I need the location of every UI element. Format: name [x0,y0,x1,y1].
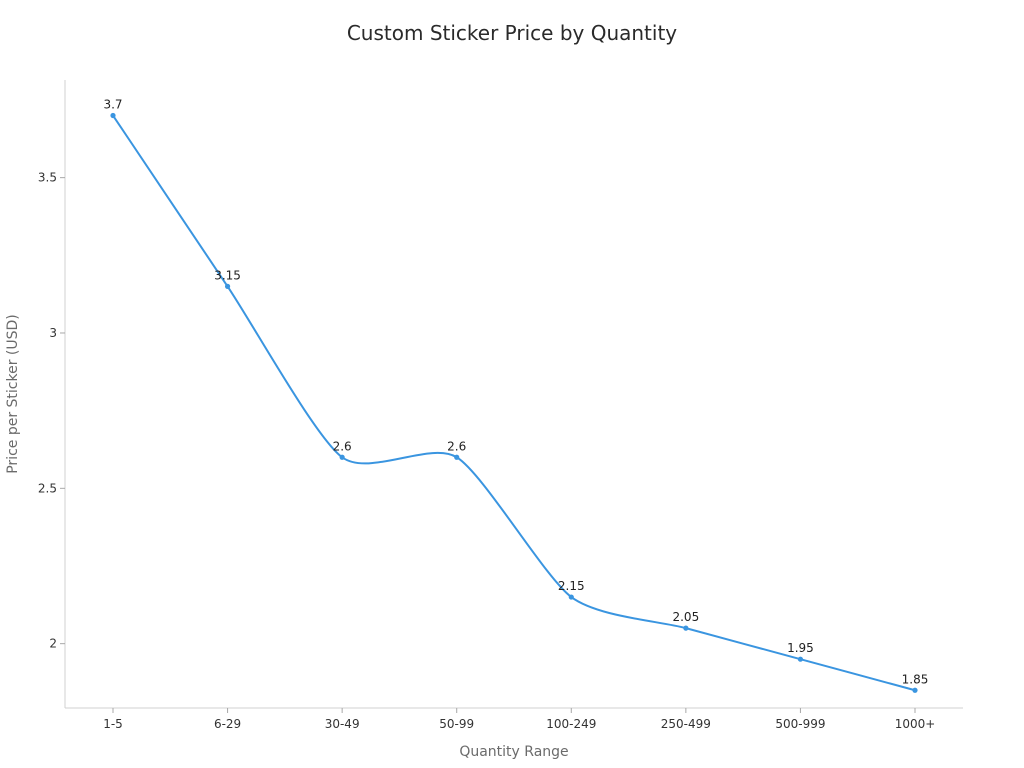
data-point [568,594,574,600]
y-tick-label: 3.5 [38,171,57,185]
x-tick-label: 1-5 [103,717,123,731]
data-label: 1.95 [787,641,814,655]
y-tick-label: 2.5 [38,481,57,495]
data-labels: 3.7 3.15 2.6 2.6 2.15 2.05 1.95 1.85 [103,98,928,687]
data-label: 2.05 [672,610,699,624]
data-point [110,112,116,119]
data-point [797,656,804,662]
data-point [683,625,689,631]
data-point [224,283,231,289]
data-point [339,454,345,460]
data-label: 2.15 [558,579,585,593]
x-tick-label: 250-499 [661,717,711,731]
x-tick-label: 1000+ [895,717,936,731]
y-axis-title: Price per Sticker (USD) [5,314,21,474]
data-label: 3.7 [103,98,122,112]
data-label: 2.6 [447,439,466,453]
chart-title: Custom Sticker Price by Quantity [347,21,677,45]
data-point [912,687,918,693]
data-label: 2.6 [333,439,352,453]
x-tick-label: 100-249 [546,717,596,731]
series-line [112,114,916,692]
x-axis-title: Quantity Range [459,744,568,760]
data-point [454,454,460,460]
y-tick-label: 2 [49,637,57,651]
x-axis-ticks: 1-5 6-29 30-49 50-99 100-249 250-499 500-999 10… [103,708,935,731]
data-label: 1.85 [902,672,929,686]
y-tick-label: 3 [49,326,57,340]
x-tick-label: 6-29 [214,717,241,731]
x-tick-label: 50-99 [439,717,474,731]
data-markers [110,112,918,693]
x-tick-label: 30-49 [325,717,360,731]
data-label: 3.15 [214,268,241,282]
x-tick-label: 500-999 [775,717,825,731]
y-axis-ticks: 2 2.5 3 3.5 [38,171,65,651]
